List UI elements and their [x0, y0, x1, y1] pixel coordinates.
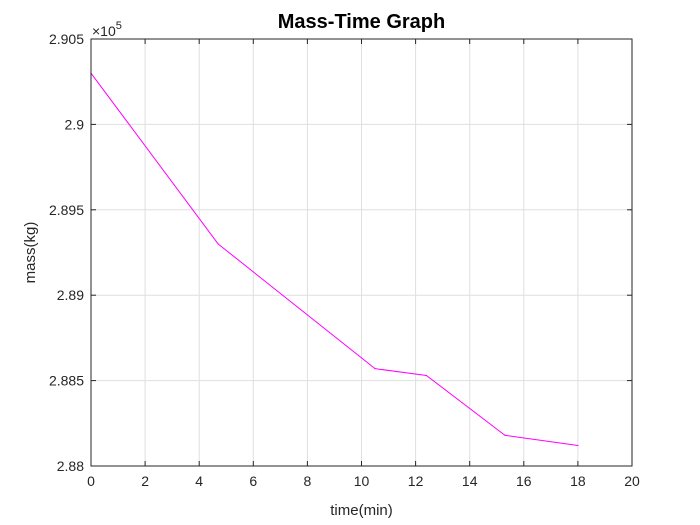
x-tick-label: 4	[195, 473, 203, 489]
x-tick-label: 0	[87, 473, 95, 489]
series-line	[90, 72, 578, 446]
y-axis-exponent-power: 5	[116, 20, 122, 32]
y-axis-exponent-base: ×10	[92, 23, 116, 39]
x-tick-label: 20	[624, 473, 640, 489]
data-point	[217, 243, 219, 245]
y-axis-exponent: ×105	[92, 20, 122, 39]
data-point	[374, 368, 376, 370]
x-tick-label: 18	[570, 473, 586, 489]
data-point	[577, 444, 579, 447]
x-tick-label: 12	[408, 473, 424, 489]
data-point	[425, 374, 428, 377]
x-axis-label: time(min)	[330, 502, 393, 519]
x-tick-label: 8	[304, 473, 312, 489]
x-tick-label: 14	[462, 473, 478, 489]
x-tick-label: 16	[516, 473, 532, 489]
y-tick-label: 2.885	[49, 373, 84, 389]
y-tick-label: 2.895	[49, 202, 84, 218]
axis-labels: 0 2 4 6 8 10 12 14 16 18 20 2.88 2.885 2.89 2.895 2.9 2.…	[49, 31, 640, 489]
y-tick-label: 2.905	[49, 31, 84, 47]
x-tick-label: 6	[249, 473, 257, 489]
y-tick-label: 2.9	[65, 116, 85, 132]
data-point	[504, 434, 506, 436]
x-tick-label: 10	[354, 473, 370, 489]
y-tick-label: 2.88	[57, 458, 84, 474]
axis-ticks	[90, 38, 633, 467]
y-axis-label: mass(kg)	[22, 222, 39, 284]
chart-title: Mass-Time Graph	[278, 11, 445, 33]
y-tick-label: 2.89	[57, 287, 84, 303]
x-tick-label: 2	[141, 473, 149, 489]
